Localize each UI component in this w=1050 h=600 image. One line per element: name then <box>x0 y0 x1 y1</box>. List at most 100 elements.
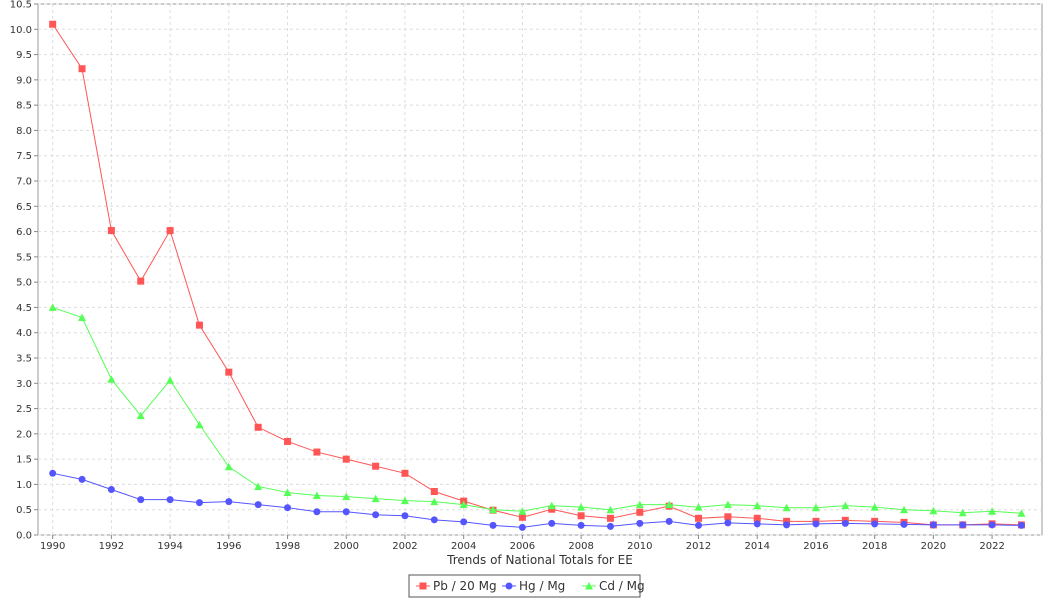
data-point <box>459 500 468 509</box>
data-point <box>224 462 233 471</box>
data-point <box>107 227 115 235</box>
legend-box <box>408 574 641 598</box>
data-point <box>284 504 292 512</box>
data-point <box>606 522 614 530</box>
data-point <box>225 498 233 506</box>
y-tick-label: 9.5 <box>16 50 32 61</box>
data-point <box>635 500 644 509</box>
legend-label: Hg / Mg <box>519 579 565 593</box>
data-point <box>430 516 438 524</box>
data-point <box>753 514 761 522</box>
data-point <box>312 491 321 500</box>
data-point <box>724 519 732 527</box>
x-tick-label: 2018 <box>862 541 887 552</box>
y-tick-label: 1.5 <box>16 455 32 466</box>
x-tick-label: 1990 <box>40 541 65 552</box>
x-axis-label: Trends of National Totals for EE <box>446 553 633 567</box>
data-point <box>107 375 116 383</box>
series-line <box>52 23 1022 526</box>
data-point <box>372 511 380 519</box>
y-tick-label: 1.0 <box>16 480 32 491</box>
data-point <box>606 505 615 514</box>
data-point <box>783 521 791 529</box>
x-tick-label: 2020 <box>921 541 946 552</box>
data-point <box>166 227 174 235</box>
data-point <box>489 505 498 514</box>
data-point <box>518 507 527 515</box>
y-tick-label: 5.0 <box>16 278 32 289</box>
y-tick-label: 0.5 <box>16 505 32 516</box>
series-line <box>52 472 1022 528</box>
data-point <box>430 497 439 506</box>
data-point <box>841 519 849 527</box>
data-point <box>929 521 937 529</box>
data-point <box>1017 509 1026 517</box>
legend-item: Cd / Mg <box>582 579 645 593</box>
data-point <box>870 503 879 511</box>
x-tick-label: 1994 <box>157 541 182 552</box>
data-point <box>460 518 468 526</box>
y-tick-label: 0.0 <box>16 531 32 542</box>
series-group <box>48 20 1026 531</box>
data-point <box>606 514 614 522</box>
data-point <box>871 520 879 528</box>
data-point <box>313 448 321 456</box>
data-point <box>959 521 967 529</box>
series-line <box>52 306 1022 514</box>
data-point <box>401 512 409 520</box>
data-point <box>254 423 262 431</box>
y-tick-label: 9.0 <box>16 75 32 86</box>
data-point <box>812 520 820 528</box>
data-point <box>78 475 86 483</box>
data-point <box>136 411 145 420</box>
x-axis-ticks: 1990 1992 1994 1996 1998 2000 2002 2004 2006 2008… <box>40 535 1005 552</box>
data-point <box>313 508 321 516</box>
x-tick-label: 1992 <box>99 541 124 552</box>
data-point <box>988 507 997 515</box>
x-tick-label: 1996 <box>216 541 241 552</box>
x-tick-label: 2014 <box>745 541 770 552</box>
data-point <box>929 506 938 515</box>
data-point <box>342 508 350 516</box>
legend: Pb / 20 Mg Hg / Mg Cd / Mg <box>408 574 645 598</box>
data-point <box>636 508 644 516</box>
data-point <box>401 469 409 477</box>
data-point <box>723 500 732 509</box>
x-tick-label: 1998 <box>275 541 300 552</box>
data-point <box>284 437 292 445</box>
data-point <box>137 496 145 504</box>
data-point <box>988 521 996 529</box>
data-point <box>636 519 644 527</box>
data-point <box>695 514 703 522</box>
y-tick-label: 7.0 <box>16 177 32 188</box>
data-point <box>78 65 86 73</box>
y-tick-label: 8.5 <box>16 101 32 112</box>
x-tick-label: 2008 <box>568 541 593 552</box>
data-point <box>577 521 585 529</box>
data-point <box>811 503 820 512</box>
data-point <box>1017 521 1025 529</box>
y-tick-label: 6.0 <box>16 227 32 238</box>
data-point <box>724 513 732 521</box>
data-point <box>195 321 203 329</box>
x-tick-label: 2004 <box>451 541 476 552</box>
data-point <box>283 488 292 497</box>
plot-background <box>37 3 1043 536</box>
legend-label: Pb / 20 Mg <box>433 579 497 593</box>
data-point <box>665 500 674 509</box>
legend-item: Pb / 20 Mg <box>416 579 497 593</box>
data-point <box>547 501 556 510</box>
data-point <box>782 503 791 512</box>
data-point <box>195 499 203 507</box>
data-point <box>254 482 263 490</box>
y-tick-label: 7.5 <box>16 151 32 162</box>
y-tick-label: 2.0 <box>16 429 32 440</box>
data-point <box>49 20 57 28</box>
x-tick-label: 2012 <box>686 541 711 552</box>
grid-lines <box>38 3 1042 536</box>
data-point <box>371 494 380 503</box>
data-point <box>430 488 438 496</box>
data-point <box>372 462 380 470</box>
x-tick-label: 2006 <box>510 541 535 552</box>
x-tick-label: 2000 <box>334 541 359 552</box>
